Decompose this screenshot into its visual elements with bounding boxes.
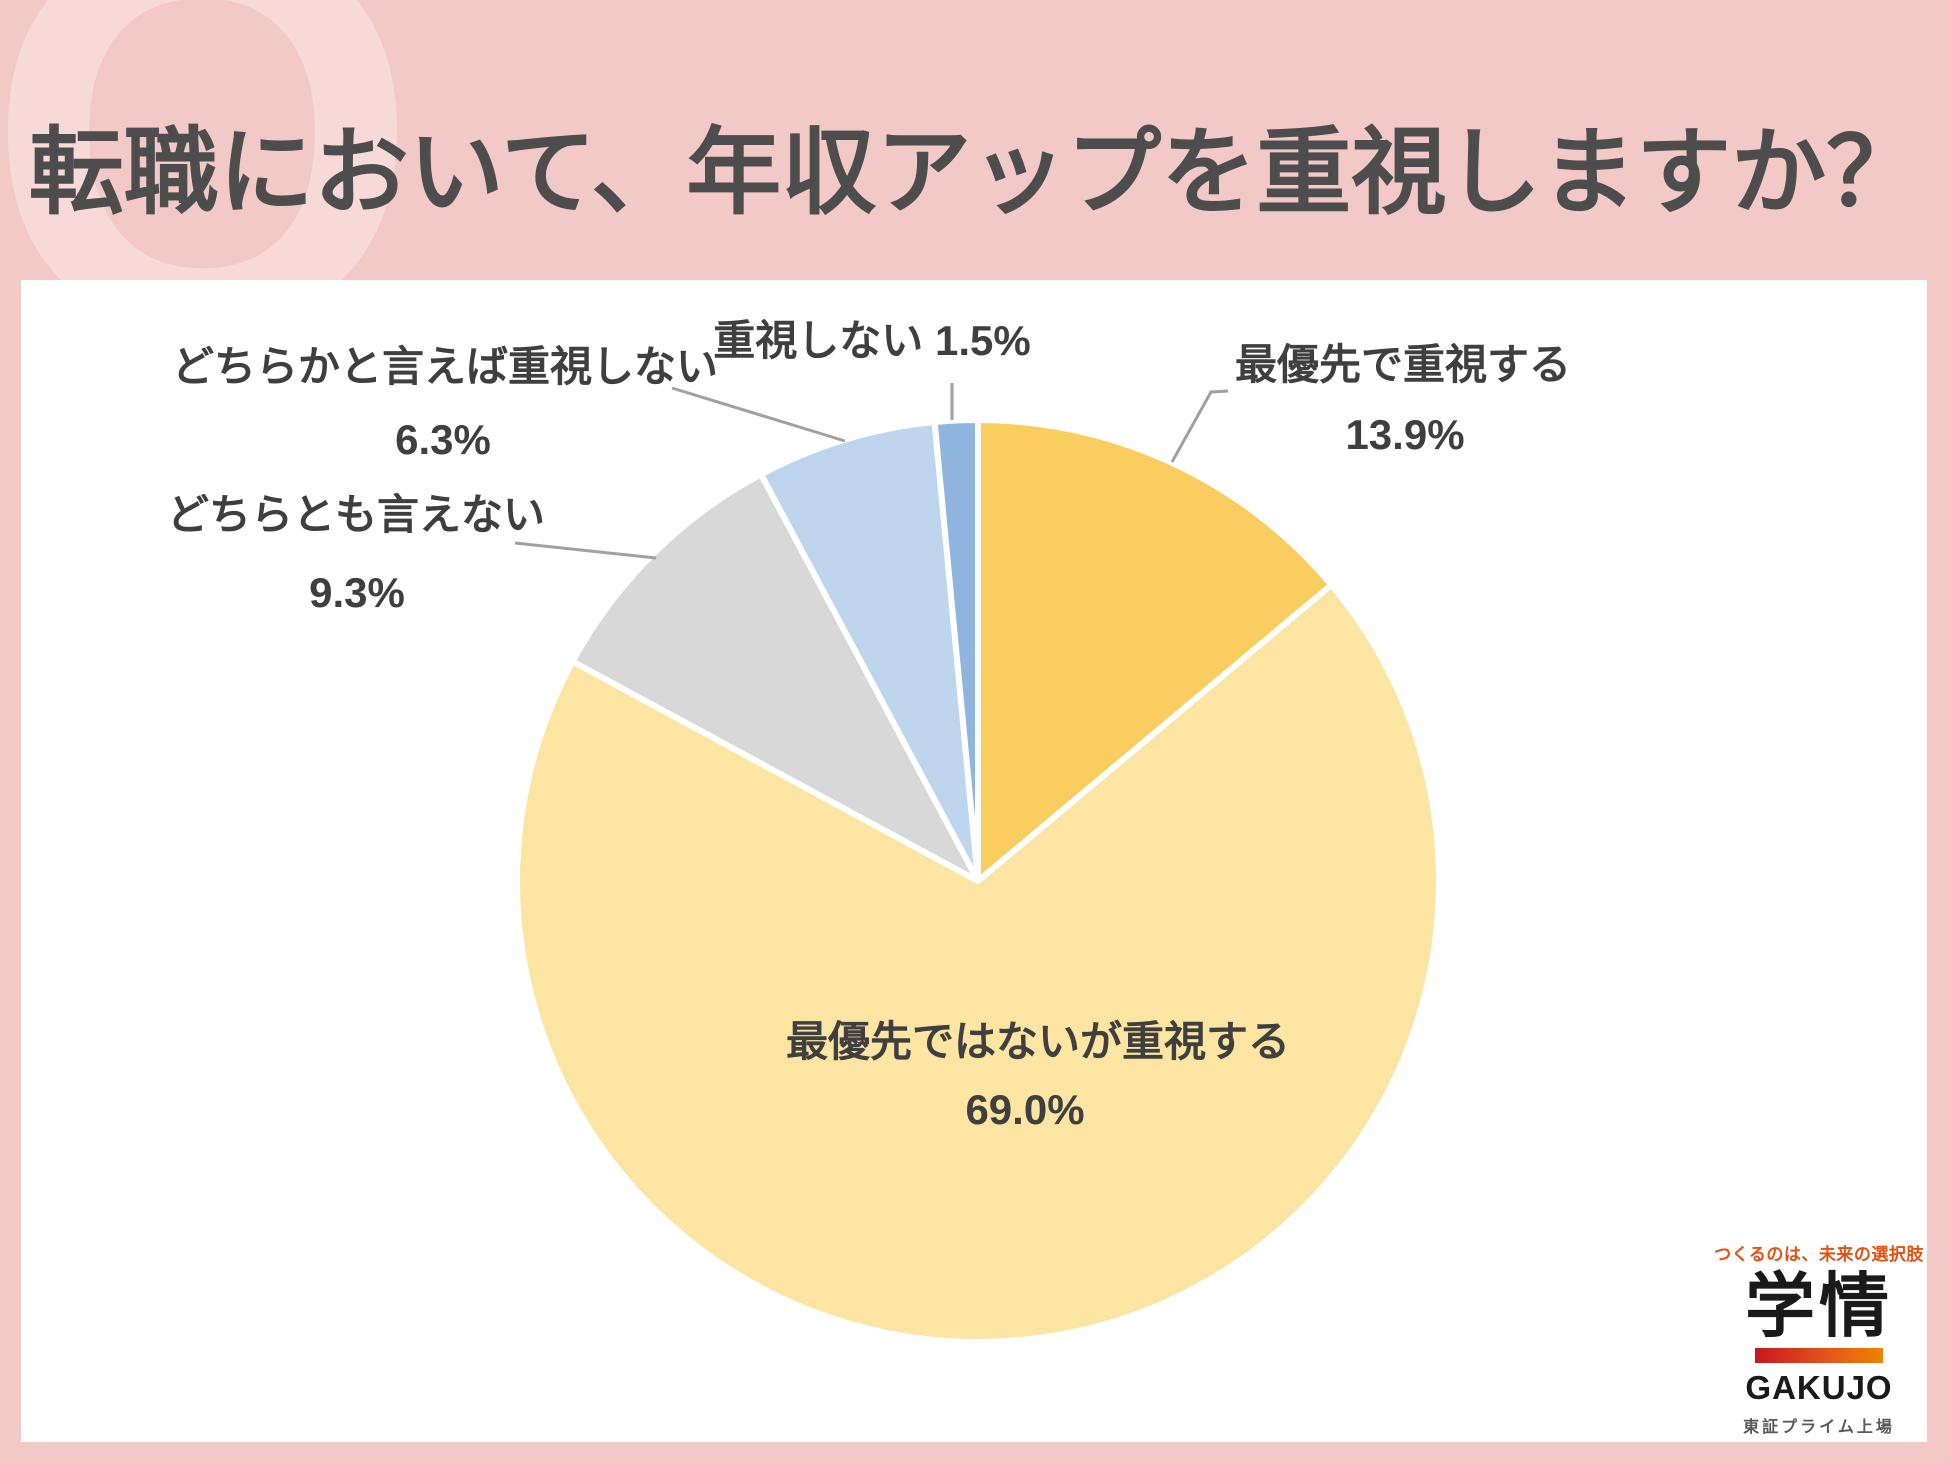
label-top-priority-pct: 13.9% [1345,411,1465,458]
label-top-priority-text: 最優先で重視する [1234,341,1572,388]
leader-line-neither [514,541,657,560]
leader-line-top-priority [1170,389,1229,463]
label-not: 重視しない 1.5% [713,320,1030,362]
label-main-text: 最優先ではないが重視する [785,1018,1291,1065]
question-title: 転職において、年収アップを重視しますか？ [28,120,1922,226]
leader-lines-group [514,383,1229,560]
label-main-pct: 69.0% [965,1086,1085,1133]
label-not-text: 重視しない [713,317,924,364]
pie-slice-1 [514,581,1443,1345]
leader-line-rather-not [671,386,846,443]
logo-listing-text: 東証プライム上場 [1743,1419,1895,1436]
logo-brand-kanji: 学情 [1745,1267,1893,1345]
label-neither-text: どちらとも言えない [166,491,546,538]
q-watermark: Q [0,0,421,280]
pie-slice-0 [975,417,1335,884]
gakujo-logo: つくるのは、未来の選択肢 学情 GAKUJO 東証プライム上場 [1699,1240,1939,1437]
label-rather-not-pct: 6.3% [395,416,491,463]
logo-brand-latin: GAKUJO [1745,1369,1893,1406]
logo-tagline: つくるのは、未来の選択肢 [1714,1245,1924,1264]
pie-slice-4 [931,416,981,884]
label-not-pct: 1.5% [934,317,1031,364]
pie-slice-2 [569,471,981,884]
logo-gradient-bar [1755,1348,1883,1363]
question-header: Q 転職において、年収アップを重視しますか？ [0,0,1950,280]
label-neither-pct: 9.3% [309,569,405,616]
label-rather-not-text: どちらかと言えば重視しない [171,343,719,390]
pie-slices-group [514,416,1443,1345]
